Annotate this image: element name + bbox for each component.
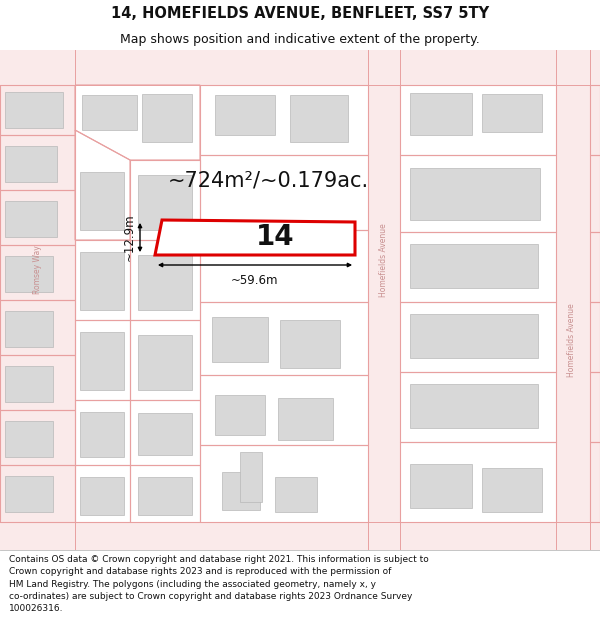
Bar	[410, 93, 472, 135]
Bar	[240, 452, 262, 502]
Text: ~12.9m: ~12.9m	[123, 214, 136, 261]
Text: Homefields Avenue: Homefields Avenue	[379, 223, 388, 297]
Bar	[138, 175, 192, 230]
Bar	[82, 95, 137, 130]
Bar	[215, 95, 275, 135]
Bar	[80, 412, 124, 457]
Bar	[278, 398, 333, 440]
Bar	[138, 255, 192, 310]
Bar	[556, 50, 600, 550]
Text: Homefields Avenue: Homefields Avenue	[568, 303, 577, 377]
Bar	[280, 320, 340, 368]
Bar	[368, 50, 400, 550]
Bar	[5, 366, 53, 402]
Bar	[5, 92, 63, 128]
Text: Contains OS data © Crown copyright and database right 2021. This information is : Contains OS data © Crown copyright and d…	[9, 555, 429, 613]
Bar	[410, 314, 538, 358]
Polygon shape	[155, 220, 355, 255]
Text: 14: 14	[256, 223, 295, 251]
Bar	[5, 311, 53, 347]
Text: ~59.6m: ~59.6m	[231, 274, 279, 287]
Bar	[212, 317, 268, 362]
Bar	[80, 332, 124, 390]
Bar	[215, 395, 265, 435]
Bar	[482, 468, 542, 512]
Bar	[80, 477, 124, 515]
Bar	[5, 201, 57, 237]
Bar	[0, 50, 75, 550]
Bar	[138, 477, 192, 515]
Bar	[80, 252, 124, 310]
Bar	[0, 522, 600, 550]
Bar	[222, 472, 260, 510]
Bar	[410, 244, 538, 288]
Bar	[275, 477, 317, 512]
Bar	[138, 335, 192, 390]
Bar	[410, 168, 540, 220]
Bar	[290, 95, 348, 142]
Text: ~724m²/~0.179ac.: ~724m²/~0.179ac.	[167, 170, 368, 190]
Bar	[142, 94, 192, 142]
Text: 14, HOMEFIELDS AVENUE, BENFLEET, SS7 5TY: 14, HOMEFIELDS AVENUE, BENFLEET, SS7 5TY	[111, 6, 489, 21]
Bar	[0, 50, 600, 85]
Bar	[410, 384, 538, 428]
Bar	[5, 421, 53, 457]
Bar	[482, 94, 542, 132]
Bar	[5, 146, 57, 182]
Bar	[80, 172, 124, 230]
Text: Romsey Way: Romsey Way	[34, 246, 43, 294]
Bar	[5, 256, 53, 292]
Bar	[5, 476, 53, 512]
Text: Map shows position and indicative extent of the property.: Map shows position and indicative extent…	[120, 32, 480, 46]
Bar	[410, 464, 472, 508]
Bar	[138, 413, 192, 455]
